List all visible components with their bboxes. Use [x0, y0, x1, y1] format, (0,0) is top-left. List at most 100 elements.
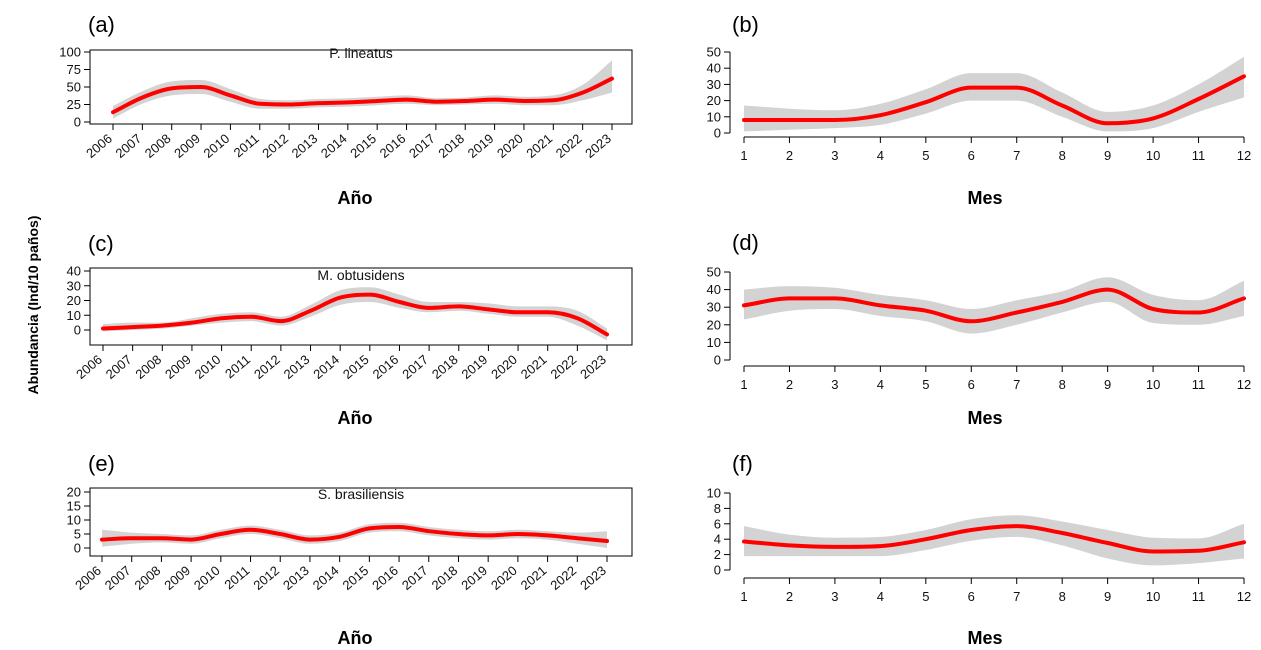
panel-label: (a): [88, 12, 115, 37]
x-tick-label: 2013: [289, 131, 321, 161]
x-tick-label: 2010: [192, 352, 224, 382]
x-tick-label: 2006: [73, 352, 105, 382]
y-tick-label: 30: [707, 77, 721, 92]
x-tick-label: 2014: [310, 563, 342, 593]
y-tick-label: 50: [707, 265, 721, 280]
y-tick-label: 0: [74, 541, 81, 556]
x-tick-label: 9: [1104, 377, 1111, 392]
y-tick-label: 10: [67, 513, 81, 528]
x-tick-label: 12: [1237, 589, 1251, 604]
x-tick-label: 2: [786, 377, 793, 392]
x-tick-label: 2016: [377, 131, 409, 161]
x-tick-label: 2013: [281, 352, 313, 382]
fitted-line: [100, 525, 609, 543]
y-tick-label: 15: [67, 499, 81, 514]
y-tick-label: 20: [67, 293, 81, 308]
x-tick-label: 4: [877, 589, 884, 604]
y-tick-label: 40: [707, 61, 721, 76]
confidence-band: [744, 515, 1244, 566]
x-tick-label: 7: [1013, 377, 1020, 392]
x-tick-label: 1: [740, 148, 747, 163]
x-tick-label: 2009: [162, 352, 194, 382]
y-tick-label: 10: [67, 308, 81, 323]
x-axis-label: Año: [338, 408, 373, 428]
x-axis-label: Mes: [967, 628, 1002, 648]
confidence-band: [103, 287, 607, 341]
y-tick-label: 0: [714, 563, 721, 578]
x-tick-label: 2008: [142, 131, 174, 161]
x-tick-label: 7: [1013, 589, 1020, 604]
panel-label: (d): [732, 230, 759, 255]
species-title: S. brasiliensis: [318, 486, 404, 502]
x-tick-label: 8: [1059, 148, 1066, 163]
y-tick-label: 30: [67, 278, 81, 293]
y-tick-label: 20: [707, 317, 721, 332]
x-axis-label: Mes: [967, 188, 1002, 208]
x-tick-label: 2019: [465, 131, 497, 161]
x-tick-label: 2011: [231, 131, 262, 160]
x-tick-label: 2018: [429, 563, 461, 593]
x-tick-label: 10: [1146, 589, 1160, 604]
plot-frame: [89, 267, 633, 346]
y-tick-label: 0: [714, 353, 721, 368]
y-tick-label: 10: [707, 486, 721, 501]
x-tick-label: 2017: [406, 131, 438, 161]
panel-c: 0102030402006200720082009201020112012201…: [67, 231, 633, 428]
x-tick-label: 2008: [132, 563, 164, 593]
x-tick-label: 2006: [72, 563, 104, 593]
x-tick-label: 2023: [577, 352, 609, 382]
x-tick-label: 10: [1146, 148, 1160, 163]
x-tick-label: 2009: [161, 563, 193, 593]
x-tick-label: 2018: [429, 352, 461, 382]
y-tick-label: 10: [707, 109, 721, 124]
x-tick-label: 2021: [523, 131, 555, 161]
x-tick-label: 5: [922, 589, 929, 604]
y-tick-label: 6: [714, 516, 721, 531]
x-tick-label: 3: [831, 148, 838, 163]
y-tick-label: 30: [707, 300, 721, 315]
x-tick-label: 2006: [83, 131, 115, 161]
y-tick-label: 50: [707, 45, 721, 60]
x-tick-label: 9: [1104, 589, 1111, 604]
x-tick-label: 2021: [518, 563, 550, 593]
panel-a: 0255075100200620072008200920102011201220…: [59, 12, 633, 208]
x-tick-label: 3: [831, 377, 838, 392]
x-tick-label: 2008: [132, 352, 164, 382]
x-tick-label: 2022: [553, 131, 585, 161]
panel-label: (b): [732, 12, 759, 37]
x-tick-label: 2012: [251, 352, 283, 382]
x-axis-label: Mes: [967, 408, 1002, 428]
x-axis-label: Año: [338, 188, 373, 208]
x-tick-label: 11: [1192, 148, 1206, 163]
y-tick-label: 40: [707, 282, 721, 297]
y-tick-label: 25: [67, 97, 81, 112]
x-tick-label: 2010: [191, 563, 223, 593]
x-tick-label: 2012: [250, 563, 282, 593]
plot-frame: [89, 487, 633, 557]
x-tick-label: 2011: [222, 352, 253, 381]
x-tick-label: 2020: [488, 563, 520, 593]
x-tick-label: 8: [1059, 377, 1066, 392]
x-tick-label: 2017: [399, 352, 431, 382]
y-tick-label: 0: [74, 115, 81, 130]
x-tick-label: 2015: [339, 563, 371, 593]
x-tick-label: 2013: [280, 563, 312, 593]
x-tick-label: 12: [1237, 148, 1251, 163]
x-tick-label: 2007: [102, 563, 134, 593]
x-tick-label: 2007: [112, 131, 144, 161]
species-title: P. lineatus: [329, 45, 393, 61]
y-tick-label: 40: [67, 264, 81, 279]
x-tick-label: 2017: [399, 563, 431, 593]
x-axis-label: Año: [338, 628, 373, 648]
x-tick-label: 5: [922, 148, 929, 163]
x-tick-label: 2015: [340, 352, 372, 382]
x-tick-label: 2018: [435, 131, 467, 161]
y-tick-label: 0: [714, 126, 721, 141]
y-tick-label: 20: [67, 485, 81, 500]
x-tick-label: 2009: [171, 131, 203, 161]
y-tick-label: 20: [707, 93, 721, 108]
x-tick-label: 1: [740, 589, 747, 604]
y-tick-label: 2: [714, 547, 721, 562]
panel-label: (f): [732, 451, 753, 476]
